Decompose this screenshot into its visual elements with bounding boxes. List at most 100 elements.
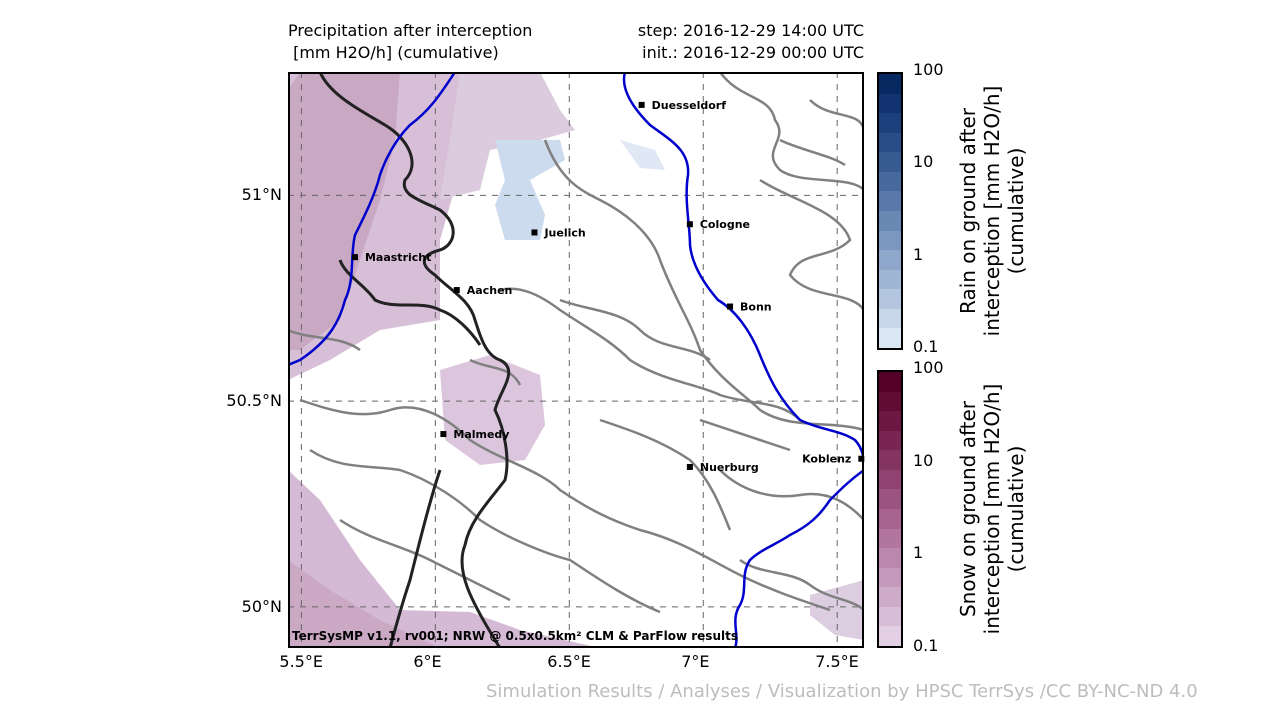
lat-label-2: 50°N [241,596,282,616]
colorbar-segment [879,328,901,348]
colorbar-segment [879,289,901,309]
rhine-river [622,72,864,471]
city-markers: Duesseldorf Cologne Juelich Maastricht Aache… [351,99,865,474]
graticule [288,72,864,648]
lat-label-1: 50.5°N [226,391,282,411]
rain-cb-tick-1: 1 [913,245,924,264]
rain-field-juelich [495,140,565,240]
snow-field-west-core [288,72,400,350]
colorbar-segment [879,528,901,549]
meuse-river [288,72,457,367]
city-duesseldorf: Duesseldorf [638,99,727,112]
city-juelich: Juelich [531,226,586,239]
city-cologne: Cologne [686,218,750,231]
colorbar-segment [879,250,901,270]
rain-cb-tick-100: 100 [913,60,944,79]
model-footer-note: TerrSysMP v1.1, rv001; NRW @ 0.5x0.5km² … [292,629,738,643]
lon-label-3: 7°E [681,652,710,671]
init-time: init.: 2016-12-29 00:00 UTC [642,43,864,62]
city-nuerburg: Nuerburg [686,461,759,474]
rain-colorbar [877,72,903,350]
city-marker [686,463,693,470]
city-marker [638,101,645,108]
city-label: Nuerburg [700,461,759,474]
colorbar-segment [879,152,901,172]
rain-label-line3: (cumulative) [1004,147,1028,275]
colorbar-segment [879,211,901,231]
national-border-west [338,259,482,346]
map-title-line2: [mm H2O/h] (cumulative) [288,43,499,62]
colorbar-segment [879,391,901,412]
colorbar-segment [879,548,901,568]
lon-label-1: 6°E [413,652,442,671]
city-label: Maastricht [365,251,431,264]
map-title: Precipitation after interception [mm H2O… [288,20,532,64]
map-title-line1: Precipitation after interception [288,21,533,40]
map-layers [288,72,864,648]
colorbar-segment [879,132,901,153]
city-label: Juelich [543,226,585,239]
rain-label-line2: interception [mm H2O/h] [980,85,1004,337]
city-marker [727,303,734,310]
city-marker [440,431,447,438]
city-label: Koblenz [802,453,851,466]
colorbar-segment [879,113,901,133]
colorbar-segment [879,450,901,470]
rain-colorbar-label: Rain on ground after interception [mm H2… [956,71,1028,351]
snow-field-southwest-core [288,560,440,648]
snow-label-line3: (cumulative) [1004,445,1028,573]
colorbar-segment [879,372,901,392]
credit-line: Simulation Results / Analyses / Visualiz… [486,681,1198,702]
snow-cb-tick-10: 10 [913,451,934,470]
lon-label-0: 5.5°E [279,652,323,671]
snow-field-north [440,72,575,200]
rain-cb-tick-10: 10 [913,152,934,171]
colorbar-segment [879,411,901,431]
snow-cb-tick-1: 1 [913,543,924,562]
colorbar-segment [879,93,901,114]
snow-label-line2: interception [mm H2O/h] [980,383,1004,635]
colorbar-segment [879,269,901,290]
snow-colorbar-label: Snow on ground after interception [mm H2… [956,369,1028,649]
colorbar-segment [879,230,901,251]
city-marker [686,221,693,228]
city-label: Cologne [700,218,750,231]
rain-field-dus [620,140,665,170]
mosel-river [733,468,864,648]
city-koblenz: Koblenz [802,453,865,466]
lon-label-4: 7.5°E [815,652,859,671]
snow-field-southeast [810,580,864,640]
step-time: step: 2016-12-29 14:00 UTC [637,21,864,40]
city-label: Bonn [740,301,772,314]
colorbar-segment [879,469,901,490]
national-border-south [388,469,442,648]
lon-label-2: 6.5°E [547,652,591,671]
rain-cb-tick-0.1: 0.1 [913,337,939,356]
snow-colorbar [877,370,903,648]
colorbar-segment [879,74,901,94]
snow-cb-tick-100: 100 [913,358,944,377]
city-aachen: Aachen [453,284,513,297]
city-label: Aachen [467,284,513,297]
terrain-contours [288,72,864,614]
colorbar-segment [879,430,901,451]
snow-label-line1: Snow on ground after [956,400,980,618]
city-marker [453,287,460,294]
city-marker [858,455,865,462]
colorbar-segment [879,626,901,646]
colorbar-segment [879,171,901,192]
city-marker [531,229,538,236]
time-info: step: 2016-12-29 14:00 UTC init.: 2016-12… [638,20,864,64]
snow-cb-tick-0.1: 0.1 [913,636,939,655]
city-maastricht: Maastricht [351,251,431,264]
colorbar-segment [879,509,901,529]
city-bonn: Bonn [727,301,772,314]
colorbar-segment [879,191,901,211]
national-border [318,72,511,648]
rain-label-line1: Rain on ground after [956,108,980,315]
city-label: Duesseldorf [652,99,727,112]
colorbar-segment [879,587,901,607]
colorbar-segment [879,606,901,627]
city-marker [351,254,358,261]
